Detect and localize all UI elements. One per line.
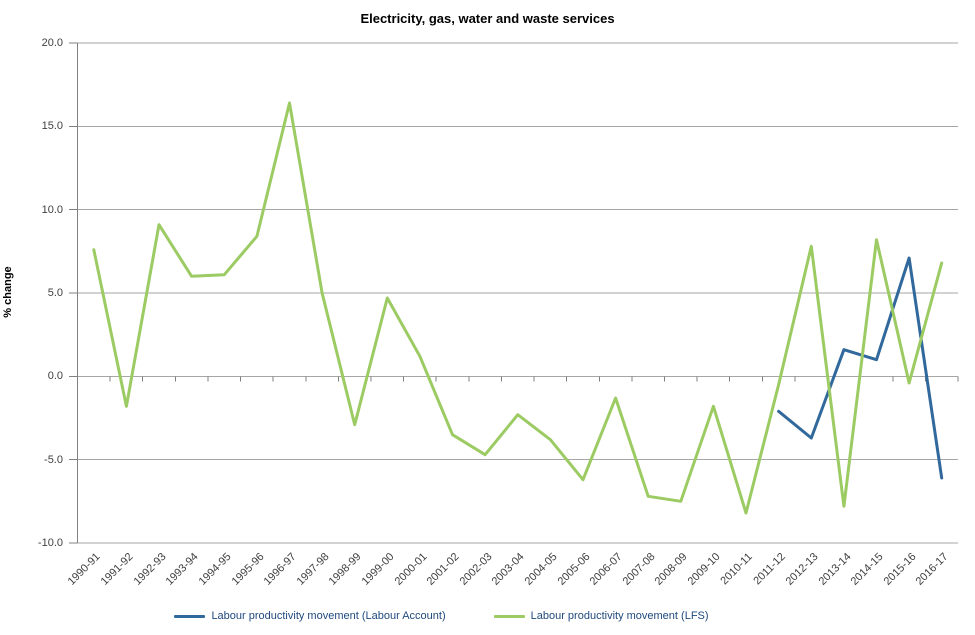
lfs-line-swatch-icon [493, 614, 525, 618]
chart-title: Electricity, gas, water and waste servic… [360, 11, 615, 26]
y-axis-tick-label: 20.0 [41, 37, 63, 49]
y-axis-tick-label: 15.0 [41, 120, 63, 133]
legend: Labour productivity movement (Labour Acc… [0, 606, 929, 626]
legend-item-labour-account: Labour productivity movement (Labour Acc… [174, 610, 446, 622]
y-axis-tick-label: 0.0 [47, 370, 63, 383]
legend-item-lfs: Labour productivity movement (LFS) [493, 610, 709, 622]
legend-label-lfs: Labour productivity movement (LFS) [530, 610, 709, 622]
y-axis-tick-label: 5.0 [47, 287, 63, 299]
labour-account-line-swatch-icon [174, 614, 206, 618]
legend-label-labour-account: Labour productivity movement (Labour Acc… [211, 610, 446, 622]
y-axis-tick-label: 10.0 [41, 203, 63, 216]
y-axis-tick-label: -10.0 [37, 537, 63, 549]
y-axis-tick-label: -5.0 [44, 453, 63, 466]
y-axis-title: % change [2, 266, 14, 318]
series-line-lfs [92, 101, 944, 515]
series-line-labour-account [777, 256, 944, 480]
